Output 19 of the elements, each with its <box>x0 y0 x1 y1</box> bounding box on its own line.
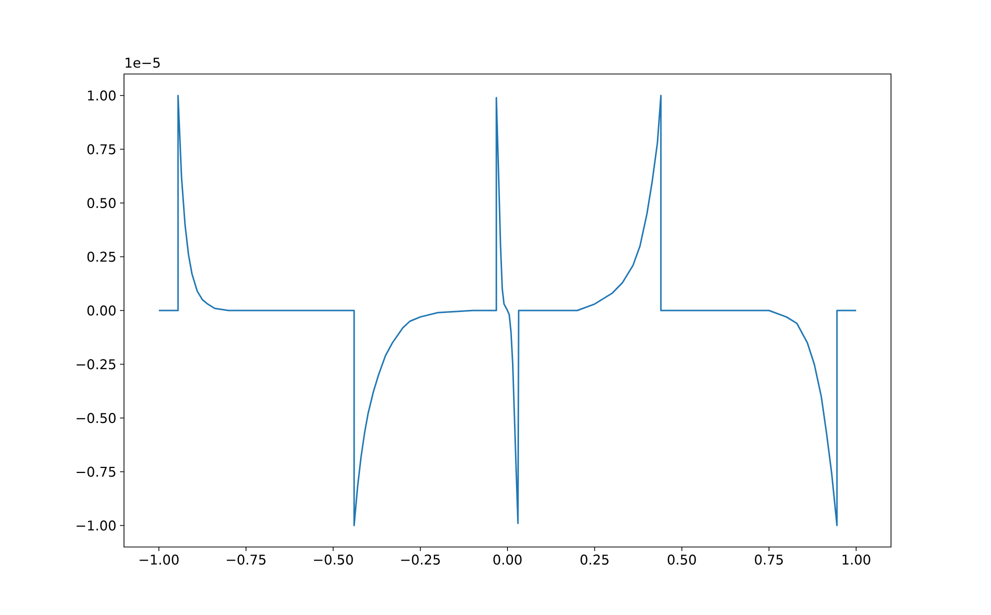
y-tick-label: 0.50 <box>87 198 116 208</box>
y-tick-label: −0.75 <box>76 466 116 477</box>
text: 1e−5 <box>126 58 160 68</box>
y-tick-label: 1.00 <box>88 90 116 101</box>
x-tick-label: −0.75 <box>226 554 266 565</box>
y-tick-label: 0.75 <box>87 144 116 154</box>
x-tick-label: 0.75 <box>754 554 783 565</box>
y-tick-label: 0.00 <box>87 305 116 316</box>
x-tick-label: 0.25 <box>580 554 608 565</box>
x-tick-label: 0.50 <box>668 554 696 565</box>
y-tick-label: −1.00 <box>76 520 116 531</box>
x-tick-label: 0.00 <box>493 554 522 565</box>
x-tick-label: −0.50 <box>314 554 353 565</box>
y-tick-label: −0.25 <box>76 359 116 370</box>
x-tick-label: −1.00 <box>140 554 179 565</box>
y-tick-label: 0.25 <box>87 252 116 262</box>
y-tick-label: −0.50 <box>76 412 116 424</box>
x-tick-label: −0.25 <box>401 554 440 565</box>
x-tick-label: 1.00 <box>842 554 870 565</box>
